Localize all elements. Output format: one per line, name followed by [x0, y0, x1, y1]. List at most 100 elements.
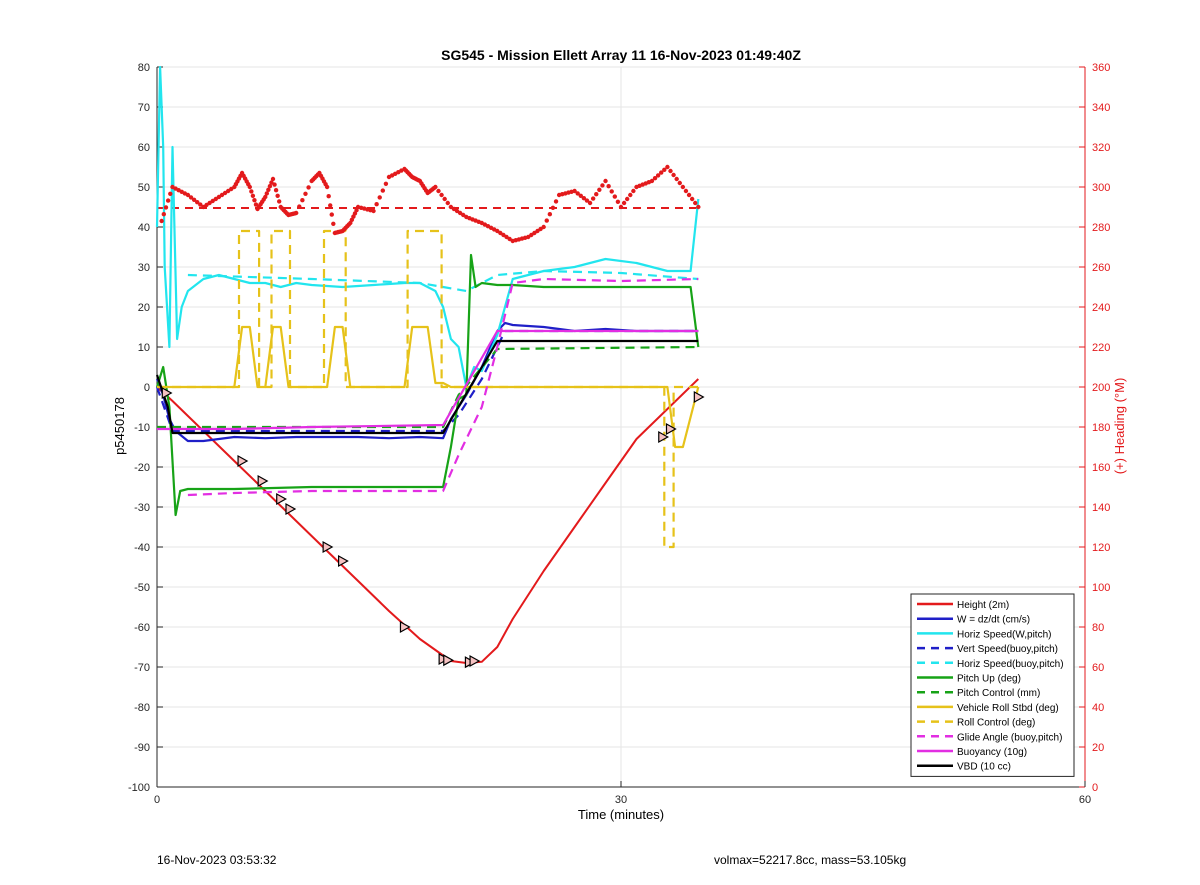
heading-point: [550, 205, 556, 210]
heading-point: [188, 195, 194, 200]
legend: Height (2m) W = dz/dt (cm/s) Horiz Speed(W…: [910, 593, 1075, 777]
series-vehicle-roll-stbd-deg: [157, 325, 700, 449]
y2-tick-label: 180: [1092, 422, 1110, 434]
y2-tick-label: 300: [1092, 182, 1110, 194]
legend-label: Buoyancy (10g): [957, 747, 1027, 758]
heading-point: [324, 184, 330, 190]
heading-point: [677, 180, 682, 186]
heading-point: [252, 198, 257, 203]
y-tick-label: 70: [138, 102, 150, 114]
chart-title: SG545 - Mission Ellett Array 11 16-Nov-2…: [441, 47, 801, 63]
marker-triangle: [338, 554, 349, 568]
heading-point: [168, 191, 173, 196]
legend-label: Horiz Speed(buoy,pitch): [957, 659, 1064, 670]
marker-triangle: [237, 454, 249, 468]
heading-point: [276, 199, 282, 204]
x-tick-label: 30: [615, 794, 627, 806]
legend-label: Roll Control (deg): [957, 718, 1035, 729]
heading-point: [297, 204, 302, 209]
heading-point: [383, 181, 389, 186]
heading-point: [273, 188, 279, 193]
heading-point: [331, 221, 336, 226]
legend-box: [910, 593, 1075, 777]
heading-point: [329, 212, 334, 217]
heading-point: [671, 172, 676, 178]
heading-point: [655, 173, 661, 178]
marker-triangle: [257, 474, 269, 488]
heading-point: [631, 188, 636, 194]
x-tick-label: 0: [154, 794, 160, 806]
y-tick-label: -50: [134, 582, 150, 594]
plot-area: -100-90-80-70-60-50-40-30-20-10010203040…: [128, 62, 1110, 806]
heading-point: [606, 184, 611, 189]
y2-axis-label: (+) Heading (°M): [1112, 378, 1127, 475]
y-tick-label: -30: [134, 502, 150, 514]
y-tick-label: 60: [138, 142, 150, 154]
heading-point: [270, 176, 276, 182]
heading-point: [247, 184, 252, 190]
marker-triangle: [658, 430, 669, 444]
heading-point: [442, 196, 447, 202]
y2-tick-label: 320: [1092, 142, 1110, 154]
y2-tick-label: 160: [1092, 462, 1110, 474]
y-tick-label: -80: [134, 702, 150, 714]
heading-point: [615, 199, 621, 204]
heading-point: [547, 212, 553, 217]
heading-point: [618, 204, 624, 210]
series-vbd-10-cc: [155, 339, 699, 435]
heading-point: [696, 204, 701, 210]
heading-point: [272, 182, 277, 187]
heading-point: [587, 200, 593, 206]
marker-triangle: [161, 386, 173, 400]
y2-tick-label: 200: [1092, 382, 1110, 394]
y2-tick-label: 120: [1092, 542, 1110, 554]
heading-point: [163, 205, 169, 210]
y-tick-label: 80: [138, 62, 150, 74]
y2-tick-label: 260: [1092, 262, 1110, 274]
marker-triangle: [285, 502, 297, 516]
heading-point: [165, 198, 171, 203]
legend-label: Height (2m): [957, 600, 1009, 611]
y2-tick-label: 280: [1092, 222, 1110, 234]
heading-point: [572, 188, 577, 194]
marker-triangle: [469, 654, 481, 668]
y2-tick-label: 220: [1092, 342, 1110, 354]
series-pitch-up-deg: [155, 253, 700, 517]
heading-point: [584, 198, 590, 203]
heading-point: [161, 212, 167, 217]
heading-point: [306, 185, 311, 190]
heading-point: [594, 192, 599, 197]
series-glide-angle-buoy-pitch: [187, 277, 699, 497]
heading-point: [264, 191, 270, 196]
heading-point: [662, 167, 667, 172]
y2-tick-label: 240: [1092, 302, 1110, 314]
y-tick-label: 40: [138, 222, 150, 234]
y-tick-label: 10: [138, 342, 150, 354]
heading-point: [600, 183, 605, 188]
heading-point: [303, 191, 308, 196]
heading-point: [445, 200, 450, 206]
heading-point: [612, 194, 618, 199]
heading-point: [590, 196, 596, 201]
y-tick-label: 0: [144, 382, 150, 394]
heading-point: [263, 194, 268, 200]
series-roll-control-deg: [157, 229, 699, 549]
heading-point: [674, 176, 679, 182]
heading-point: [195, 200, 200, 205]
heading-point: [439, 192, 444, 198]
heading-point: [541, 224, 546, 230]
heading-point: [621, 200, 627, 206]
heading-point: [191, 197, 197, 202]
legend-label: Vert Speed(buoy,pitch): [957, 644, 1058, 655]
y2-tick-label: 80: [1092, 622, 1104, 634]
marker-triangle: [276, 492, 287, 506]
legend-label: Horiz Speed(W,pitch): [957, 629, 1051, 640]
marker-triangle: [665, 422, 677, 436]
heading-point: [603, 178, 608, 184]
marker-triangle: [322, 540, 334, 554]
heading-point: [377, 195, 382, 200]
heading-point: [266, 187, 271, 192]
heading-point: [553, 199, 559, 204]
heading-point: [597, 187, 602, 192]
